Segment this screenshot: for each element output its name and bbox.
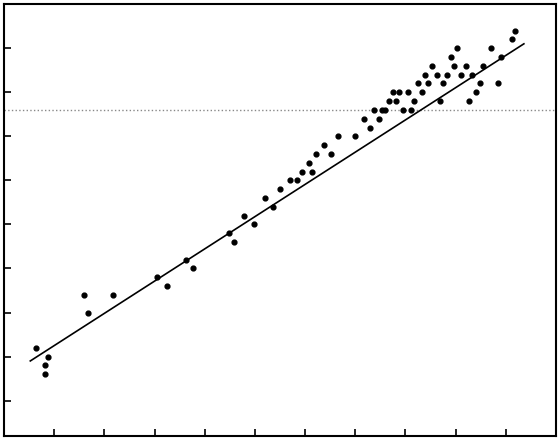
Point [406, 106, 415, 114]
Point [286, 177, 295, 184]
Point [511, 27, 520, 34]
Point [40, 370, 49, 378]
Point [450, 62, 459, 70]
Point [268, 203, 277, 210]
Point [464, 98, 473, 105]
Point [452, 45, 461, 52]
Point [479, 62, 488, 70]
Point [391, 98, 400, 105]
Point [442, 71, 451, 78]
Point [80, 291, 88, 298]
Point [438, 80, 447, 87]
Point [229, 238, 238, 246]
Point [312, 150, 321, 158]
Point [84, 309, 93, 316]
Point [377, 106, 386, 114]
Point [508, 36, 517, 43]
Point [319, 142, 328, 149]
Point [374, 115, 383, 122]
Point [181, 256, 190, 263]
Point [418, 89, 427, 96]
Point [461, 62, 470, 70]
Point [413, 80, 422, 87]
Point [305, 159, 314, 166]
Point [366, 124, 375, 131]
Point [496, 54, 505, 61]
Point [162, 282, 171, 290]
Point [31, 344, 40, 351]
Point [432, 71, 441, 78]
Point [486, 45, 495, 52]
Point [297, 168, 306, 175]
Point [447, 54, 456, 61]
Point [43, 353, 52, 360]
Point [380, 106, 389, 114]
Point [395, 89, 404, 96]
Point [351, 133, 360, 140]
Point [428, 62, 437, 70]
Point [152, 274, 161, 281]
Point [307, 168, 316, 175]
Point [423, 80, 432, 87]
Point [40, 362, 49, 369]
Point [225, 230, 234, 237]
Point [109, 291, 118, 298]
Point [476, 80, 485, 87]
Point [389, 89, 398, 96]
Point [188, 265, 197, 272]
Point [249, 221, 258, 228]
Point [399, 106, 408, 114]
Point [493, 80, 502, 87]
Point [326, 150, 335, 158]
Point [409, 98, 418, 105]
Point [293, 177, 302, 184]
Point [467, 71, 476, 78]
Point [403, 89, 412, 96]
Point [384, 98, 393, 105]
Point [239, 212, 248, 219]
Point [421, 71, 430, 78]
Point [360, 115, 368, 122]
Point [334, 133, 343, 140]
Point [276, 186, 284, 193]
Point [457, 71, 466, 78]
Point [370, 106, 379, 114]
Point [435, 98, 444, 105]
Point [261, 194, 270, 202]
Point [472, 89, 480, 96]
